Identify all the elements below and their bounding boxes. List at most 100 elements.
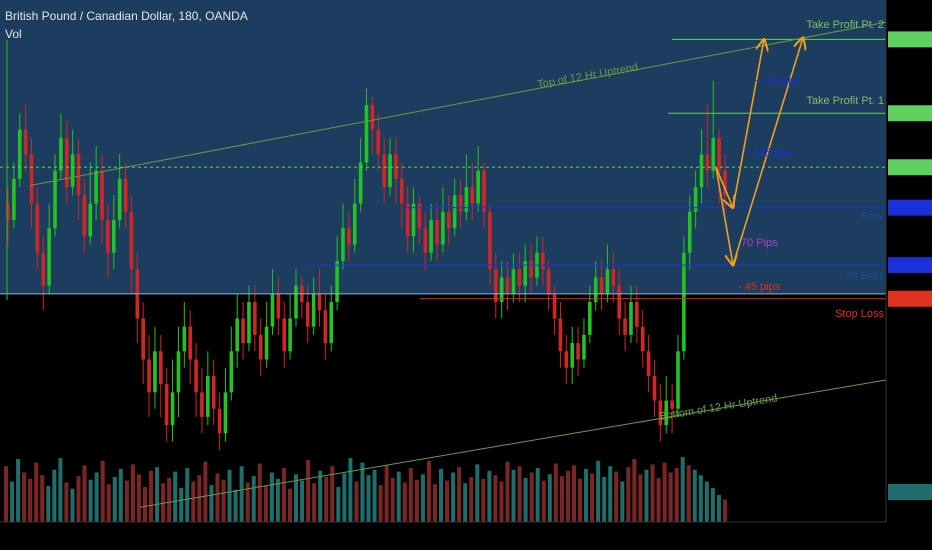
candle-body	[23, 129, 28, 155]
time-axis-bg	[0, 522, 932, 550]
candle-body	[288, 318, 292, 352]
candle-body	[652, 375, 657, 401]
candle-body	[464, 187, 469, 212]
candle-body	[311, 293, 316, 327]
chart-title: British Pound / Canadian Dollar, 180, OA…	[5, 9, 248, 23]
candle-body	[53, 170, 57, 229]
candle-body	[382, 154, 386, 188]
trendline-bottom	[139, 379, 887, 508]
candle-body	[570, 343, 574, 368]
volume-bar	[46, 486, 51, 522]
projection-arrow	[732, 38, 803, 266]
candle-body	[388, 154, 392, 188]
candle-body	[182, 326, 187, 352]
volume-bar	[4, 466, 8, 522]
volume-bar	[420, 474, 425, 522]
volume-bar	[481, 478, 486, 522]
volume-bar	[106, 484, 111, 522]
candle-body	[399, 178, 404, 204]
volume-bar	[40, 475, 45, 522]
volume-bar	[584, 468, 589, 522]
candle-body	[552, 293, 557, 319]
stop-loss-label: Stop Loss	[835, 308, 884, 320]
candle-body	[411, 203, 416, 237]
volume-bar	[686, 465, 691, 522]
candle-body	[435, 219, 439, 245]
volume-bar	[275, 478, 280, 522]
candle-body	[488, 211, 492, 270]
candle-body	[699, 154, 704, 188]
volume-bar	[324, 477, 329, 522]
take-profit-1-label: Take Profit Pt. 1	[806, 95, 884, 107]
candle-body	[599, 277, 604, 294]
price-tag-bg	[888, 105, 932, 122]
entry-label: Entry	[861, 211, 884, 222]
volume-bar	[698, 475, 703, 522]
candle-body	[117, 178, 122, 220]
volume-bar	[233, 489, 238, 522]
volume-bar	[596, 460, 601, 522]
candle-body	[470, 187, 475, 204]
volume-bar	[384, 465, 389, 522]
candle-body	[305, 302, 310, 327]
candle-body	[282, 318, 287, 352]
candle-body	[29, 154, 34, 204]
volume-bar	[251, 476, 256, 522]
volume-bar	[541, 480, 546, 522]
volume-bar	[662, 462, 667, 522]
volume-bar	[70, 488, 75, 522]
annotation-70-pips: 70 Pips	[741, 237, 778, 249]
candle-body	[623, 318, 627, 335]
volume-bar	[215, 473, 220, 522]
volume-bar	[626, 467, 631, 522]
candle-body	[676, 351, 680, 409]
volume-bar	[294, 474, 299, 522]
candle-body	[211, 375, 216, 409]
volume-bar	[463, 483, 468, 522]
candle-body	[159, 351, 163, 385]
candle-body	[64, 137, 69, 188]
candle-body	[188, 326, 192, 360]
volume-bar	[88, 479, 93, 522]
volume-bar	[312, 483, 317, 522]
volume-bar	[487, 470, 492, 522]
volume-bar	[155, 467, 160, 522]
candle-body	[635, 302, 639, 327]
volume-bar	[34, 462, 39, 522]
volume-bar	[620, 481, 625, 522]
candle-body	[476, 170, 480, 204]
volume-bar	[263, 486, 268, 522]
volume-bar	[668, 472, 673, 522]
volume-bar	[197, 475, 202, 522]
volume-bar	[203, 461, 208, 522]
candle-body	[223, 392, 228, 434]
candle-body	[611, 269, 616, 286]
volume-bar	[511, 469, 516, 522]
candle-body	[347, 228, 351, 245]
volume-bar	[112, 477, 117, 522]
candle-body	[323, 310, 328, 344]
candle-body	[241, 318, 245, 344]
candle-body	[35, 203, 40, 253]
candle-body	[705, 154, 710, 171]
price-tag-bg	[888, 159, 932, 176]
volume-bar	[710, 487, 715, 522]
candle-body	[541, 252, 545, 270]
annotation-plus-115: + 115 pips	[744, 147, 795, 159]
candle-body	[687, 211, 692, 253]
volume-bar	[716, 495, 721, 522]
volume-bar	[173, 471, 178, 522]
candle-body	[629, 302, 633, 335]
volume-bar	[692, 469, 697, 522]
volume-bar	[571, 465, 576, 522]
trendline-top	[29, 21, 887, 186]
volume-bar	[281, 468, 286, 522]
volume-bar	[529, 472, 534, 522]
volume-bar	[426, 460, 431, 522]
volume-bar	[523, 477, 528, 522]
candle-body	[446, 211, 451, 229]
candle-body	[258, 334, 263, 360]
candle-body	[170, 392, 175, 426]
price-tag-bg	[888, 31, 932, 48]
